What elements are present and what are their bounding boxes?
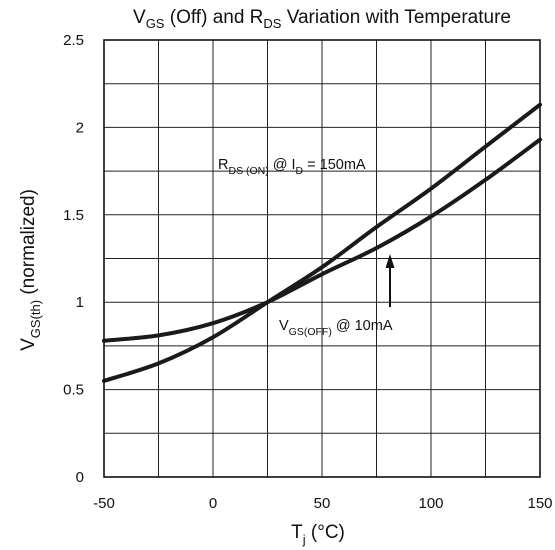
svg-text:VGS(th) (normalized): VGS(th) (normalized) [18,189,43,351]
x-axis-label: Tj (°C) [291,522,345,547]
y-tick-label: 1 [76,294,84,311]
series-rds-on-line [102,102,542,383]
chart-title: VGS (Off) and RDS Variation with Tempera… [133,7,511,31]
svg-text:VGS (Off) and RDS Variation wi: VGS (Off) and RDS Variation with Tempera… [133,7,511,31]
svg-text:Tj (°C): Tj (°C) [291,522,345,547]
y-tick-label: 2.5 [63,32,84,49]
annotation-vgs-off: VGS(OFF) @ 10mA [279,318,393,338]
svg-text:RDS (ON) @ ID = 150mA: RDS (ON) @ ID = 150mA [218,157,366,177]
svg-text:VGS(OFF) @ 10mA: VGS(OFF) @ 10mA [279,318,393,338]
series-vgs-off-line [102,137,542,343]
curves [102,102,542,383]
x-tick-label: 0 [209,495,217,512]
x-tick-label: 50 [314,495,331,512]
annotation-arrow [385,254,395,307]
y-tick-label: 2 [76,119,84,136]
x-tick-label: -50 [93,495,115,512]
y-tick-label: 1.5 [63,207,84,224]
x-tick-label: 100 [418,495,443,512]
x-tick-label: 150 [527,495,552,512]
grid [104,40,540,477]
y-tick-label: 0 [76,469,84,486]
y-axis-label: VGS(th) (normalized) [18,189,43,351]
y-tick-labels: 0 0.5 1 1.5 2 2.5 [63,32,84,486]
y-tick-label: 0.5 [63,382,84,399]
plot-frame [103,39,541,478]
annotation-rds-on: RDS (ON) @ ID = 150mA [218,157,366,177]
x-tick-labels: -50 0 50 100 150 [93,495,552,512]
